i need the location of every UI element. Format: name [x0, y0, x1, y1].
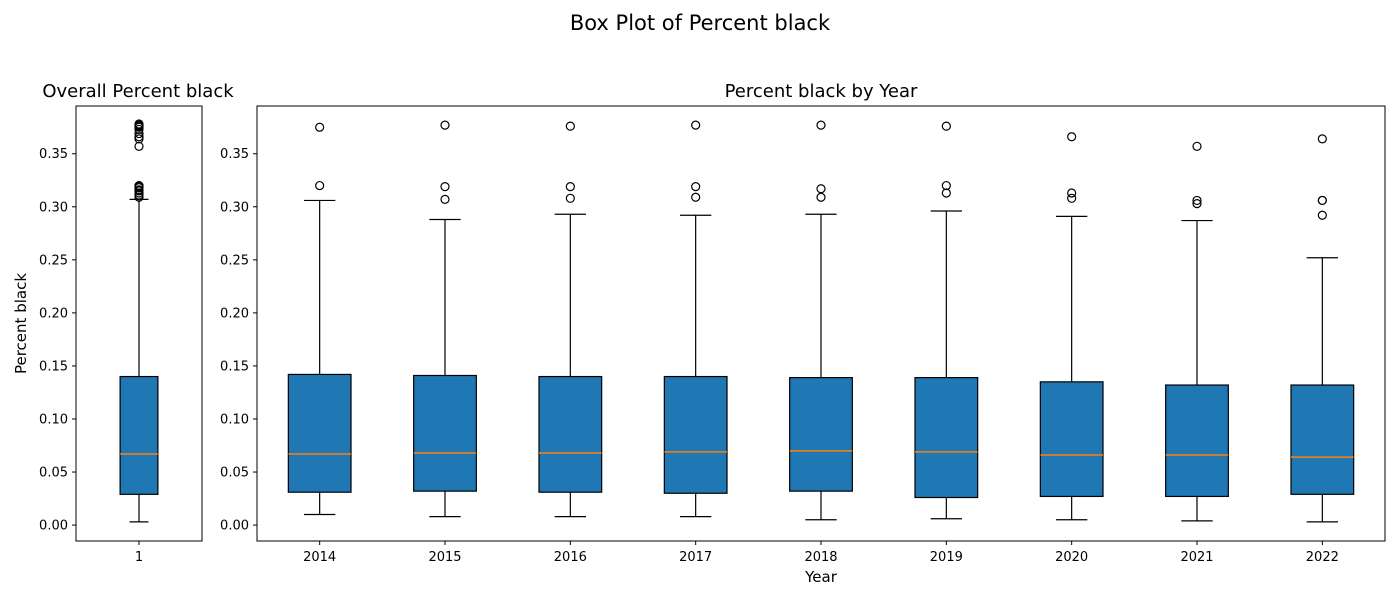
x-tick-label: 2021 — [1180, 550, 1213, 565]
iqr-box — [1290, 384, 1355, 495]
y-tick-label: 0.30 — [220, 200, 249, 215]
outlier-point — [1192, 141, 1202, 151]
by-year-panel: Percent black by Year 0.00 0.05 0.10 0.15 0.2… — [220, 81, 1386, 586]
iqr-box — [1039, 381, 1104, 498]
outlier-point — [134, 141, 144, 151]
box-2017 — [663, 120, 728, 518]
outlier-point — [440, 182, 450, 192]
iqr-box — [538, 375, 603, 493]
outlier-point — [1067, 193, 1077, 203]
axes-frame — [256, 105, 1386, 542]
box-2014 — [287, 122, 352, 516]
y-tick-label: 0.35 — [39, 147, 68, 162]
box-2016 — [538, 121, 603, 518]
outlier-point — [565, 193, 575, 203]
box-2020 — [1039, 132, 1104, 521]
outlier-point — [1067, 188, 1077, 198]
outlier-point — [1192, 195, 1202, 206]
x-tick-label: 2016 — [554, 550, 587, 565]
x-tick-label: 2019 — [930, 550, 963, 565]
iqr-box — [287, 373, 352, 493]
outlier-point — [440, 120, 450, 130]
outlier-point — [1317, 210, 1327, 220]
outlier-point — [816, 120, 826, 130]
outlier-point — [315, 180, 325, 191]
box-2019 — [914, 121, 979, 520]
y-tick-label: 0.05 — [220, 466, 249, 481]
outlier-point — [1317, 195, 1327, 206]
y-tick-label: 0.25 — [39, 253, 68, 268]
iqr-box — [789, 377, 853, 492]
x-tick-label: 2020 — [1055, 550, 1088, 565]
overall-panel: Overall Percent black 0.00 0.05 0.10 0.15 0.2… — [12, 81, 234, 565]
outlier-point — [134, 119, 144, 129]
box-1 — [119, 119, 159, 523]
outlier-point — [565, 121, 575, 131]
panel-title: Percent black by Year — [725, 81, 918, 102]
y-tick-label: 0.15 — [39, 359, 68, 374]
y-tick-label: 0.30 — [39, 200, 68, 215]
y-tick-label: 0.10 — [39, 412, 68, 427]
y-tick-label: 0.35 — [220, 147, 249, 162]
x-tick-label: 2018 — [804, 550, 837, 565]
panel-title: Overall Percent black — [42, 81, 234, 102]
box-2021 — [1165, 141, 1229, 522]
outlier-point — [134, 180, 144, 191]
x-tick-label: 2015 — [428, 550, 461, 565]
y-tick-label: 0.20 — [220, 306, 249, 321]
outlier-point — [565, 182, 575, 192]
outlier-point — [440, 194, 450, 204]
outlier-point — [691, 182, 701, 192]
y-tick-label: 0.00 — [220, 519, 249, 534]
outlier-point — [941, 121, 951, 131]
y-tick-label: 0.10 — [220, 412, 249, 427]
outlier-point — [691, 192, 701, 202]
x-tick-label: 1 — [135, 550, 143, 565]
x-axis-label: Year — [804, 568, 838, 586]
box-2015 — [413, 120, 477, 518]
figure-title: Box Plot of Percent black — [570, 11, 831, 35]
outlier-point — [691, 120, 701, 130]
box-2018 — [789, 120, 853, 521]
iqr-box — [413, 374, 477, 492]
outlier-point — [816, 192, 826, 202]
y-tick-label: 0.20 — [39, 306, 68, 321]
x-tick-label: 2022 — [1306, 550, 1339, 565]
y-tick-label: 0.05 — [39, 466, 68, 481]
iqr-box — [663, 375, 728, 494]
box-2022 — [1290, 134, 1355, 523]
y-tick-label: 0.00 — [39, 519, 68, 534]
outlier-point — [315, 122, 325, 132]
y-tick-label: 0.25 — [220, 253, 249, 268]
x-tick-label: 2014 — [303, 550, 336, 565]
outlier-point — [941, 180, 951, 191]
x-tick-label: 2017 — [679, 550, 712, 565]
outlier-point — [941, 188, 951, 198]
iqr-box — [119, 375, 159, 495]
outlier-point — [1067, 132, 1077, 142]
outlier-point — [1317, 134, 1327, 144]
y-axis-label: Percent black — [12, 273, 30, 374]
iqr-box — [914, 377, 979, 499]
outlier-point — [1192, 199, 1202, 209]
iqr-box — [1165, 384, 1229, 498]
y-tick-label: 0.15 — [220, 359, 249, 374]
outlier-point — [816, 184, 826, 194]
axes-frame — [75, 105, 203, 542]
